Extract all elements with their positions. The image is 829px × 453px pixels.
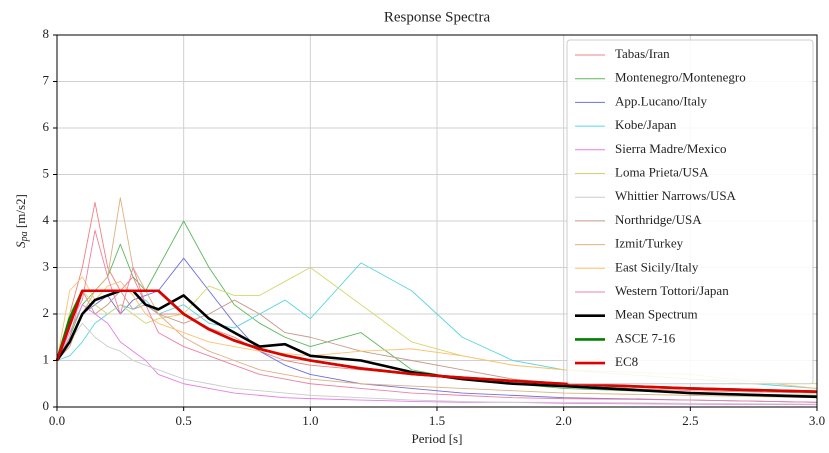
- x-tick-label: 3.0: [809, 413, 825, 428]
- x-tick-label: 0.5: [176, 413, 192, 428]
- x-tick-label: 2.0: [556, 413, 572, 428]
- y-tick-label: 0: [43, 398, 50, 413]
- x-tick-label: 0.0: [49, 413, 65, 428]
- y-label-unit: [m/s2]: [13, 194, 28, 228]
- legend-label: Western Tottori/Japan: [615, 283, 729, 298]
- legend-label: EC8: [615, 354, 638, 369]
- x-axis-label: Period [s]: [412, 431, 463, 446]
- chart-title: Response Spectra: [384, 9, 491, 25]
- y-tick-label: 3: [43, 258, 50, 273]
- y-axis-label: Spa [m/s2]: [13, 194, 30, 248]
- series-line: [56, 197, 818, 399]
- y-tick-label: 7: [43, 72, 50, 87]
- legend-label: Mean Spectrum: [615, 307, 698, 322]
- legend-box: [566, 39, 814, 385]
- legend-label: East Sicily/Italy: [615, 259, 699, 274]
- series-line: [56, 304, 818, 406]
- series-line: [56, 276, 818, 389]
- y-tick-label: 2: [43, 305, 50, 320]
- y-tick-label: 6: [43, 119, 50, 134]
- y-label-symbol: S: [13, 241, 28, 248]
- series-line: [55, 289, 818, 393]
- legend-label: Loma Prieta/USA: [615, 164, 709, 179]
- legend-label: Kobe/Japan: [615, 117, 677, 132]
- y-tick-label: 5: [43, 165, 50, 180]
- legend-label: Whittier Narrows/USA: [615, 188, 737, 203]
- series-line: [56, 322, 818, 405]
- legend-label: Tabas/Iran: [615, 46, 670, 61]
- plot-frame: [56, 34, 818, 408]
- series-line: [56, 290, 818, 399]
- x-tick-label: 1.5: [429, 413, 445, 428]
- legend-label: Montenegro/Montenegro: [615, 70, 746, 85]
- x-tick-label: 1.0: [302, 413, 318, 428]
- y-label-subscript: pa: [19, 231, 30, 242]
- legend: Tabas/Iran Montenegro/Montenegro App.Lucan…: [566, 39, 814, 385]
- series-line: [56, 229, 818, 403]
- series-line: [55, 289, 818, 399]
- legend-label: App.Lucano/Italy: [615, 93, 708, 108]
- y-tick-label: 8: [43, 26, 50, 41]
- legend-label: Sierra Madre/Mexico: [615, 141, 727, 156]
- legend-label: Northridge/USA: [615, 212, 702, 227]
- legend-label: Izmit/Turkey: [615, 236, 684, 251]
- y-tick-label: 4: [43, 212, 50, 227]
- x-tick-label: 2.5: [682, 413, 698, 428]
- y-tick-label: 1: [43, 351, 50, 366]
- legend-label: ASCE 7-16: [615, 330, 676, 345]
